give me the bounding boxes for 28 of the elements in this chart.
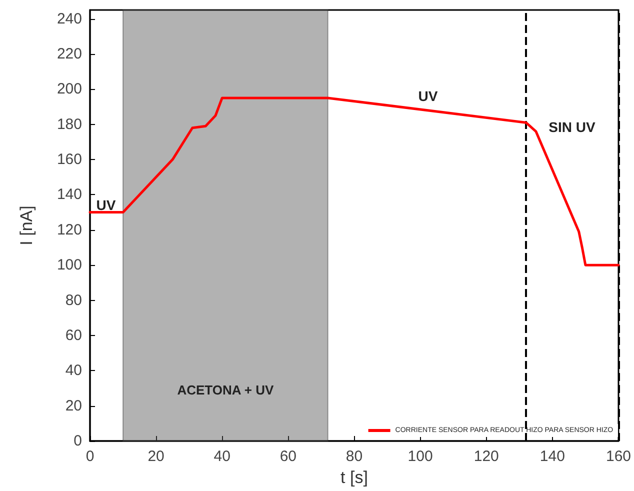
y-tick-label: 240 xyxy=(56,10,82,28)
x-tick-label: 40 xyxy=(214,448,230,465)
x-tick-label: 100 xyxy=(408,448,433,465)
y-tick-label: 200 xyxy=(56,80,82,98)
y-tick-label: 140 xyxy=(56,186,82,204)
annotation: SIN UV xyxy=(548,119,596,135)
x-tick-label: 80 xyxy=(346,448,363,465)
y-tick-label: 220 xyxy=(56,45,82,62)
y-tick-label: 120 xyxy=(56,221,82,238)
y-tick-label: 80 xyxy=(65,292,82,309)
y-tick-label: 60 xyxy=(65,326,82,344)
y-tick-label: 180 xyxy=(56,116,82,133)
x-tick-label: 140 xyxy=(540,448,565,465)
y-tick-label: 0 xyxy=(74,432,82,450)
x-tick-label: 120 xyxy=(474,448,499,465)
band-label: ACETONA + UV xyxy=(177,382,274,398)
y-tick-label: 100 xyxy=(56,256,82,274)
x-tick-label: 160 xyxy=(606,448,631,465)
x-tick-label: 20 xyxy=(148,448,164,465)
y-tick-label: 160 xyxy=(56,151,82,168)
x-tick-label: 0 xyxy=(86,448,94,465)
annotation: UV xyxy=(96,197,116,213)
y-axis-title: I [nA] xyxy=(17,206,36,246)
y-tick-label: 40 xyxy=(65,362,82,380)
x-tick-label: 60 xyxy=(280,448,297,465)
x-axis-title: t [s] xyxy=(340,468,368,487)
y-tick-label: 20 xyxy=(65,397,82,414)
annotation: UV xyxy=(418,88,438,104)
